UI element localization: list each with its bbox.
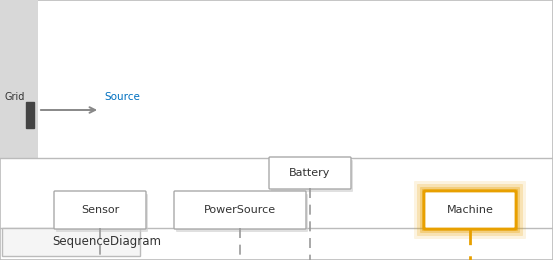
- FancyBboxPatch shape: [269, 157, 351, 189]
- Bar: [0, 0, 38, 158]
- Text: Grid: Grid: [5, 92, 25, 102]
- FancyBboxPatch shape: [422, 189, 518, 231]
- FancyBboxPatch shape: [417, 184, 523, 236]
- FancyBboxPatch shape: [174, 191, 306, 229]
- FancyBboxPatch shape: [424, 191, 516, 229]
- FancyBboxPatch shape: [420, 187, 520, 233]
- Text: Battery: Battery: [289, 168, 331, 178]
- Bar: [2, 228, 140, 256]
- Bar: [26, 102, 34, 128]
- Text: Source: Source: [104, 92, 140, 102]
- FancyBboxPatch shape: [56, 194, 148, 232]
- FancyBboxPatch shape: [176, 194, 308, 232]
- Text: PowerSource: PowerSource: [204, 205, 276, 215]
- Text: SequenceDiagram: SequenceDiagram: [52, 236, 161, 249]
- Text: Sensor: Sensor: [81, 205, 119, 215]
- Text: Machine: Machine: [447, 205, 493, 215]
- FancyBboxPatch shape: [414, 181, 526, 239]
- FancyBboxPatch shape: [271, 160, 353, 192]
- FancyBboxPatch shape: [54, 191, 146, 229]
